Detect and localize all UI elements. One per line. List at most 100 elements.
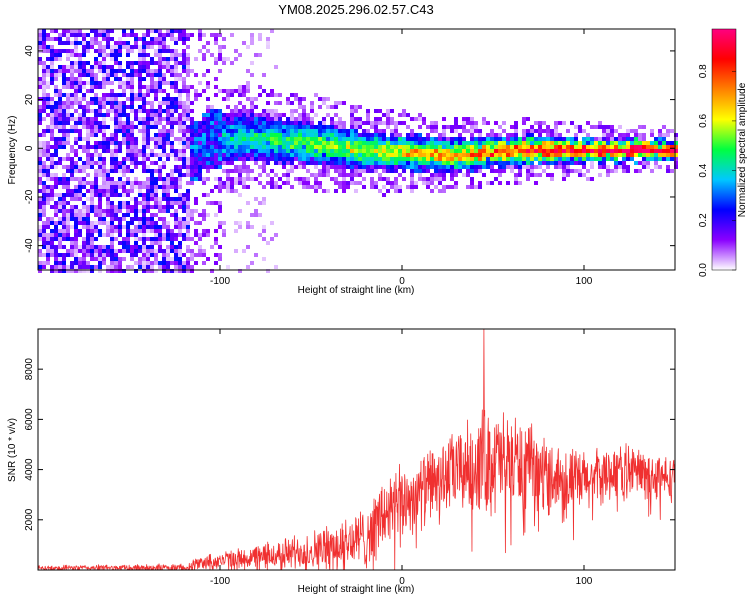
spectrogram-cell xyxy=(134,113,138,117)
spectrogram-cell xyxy=(122,137,126,141)
spectrogram-cell xyxy=(162,161,166,165)
colorbar-label: Normalized spectral amplitude xyxy=(737,82,748,217)
spectrogram-cell xyxy=(214,33,218,37)
spectrogram-cell xyxy=(90,97,94,101)
spectrogram-cell xyxy=(186,169,190,173)
spectrogram-cell xyxy=(126,225,130,229)
spectrogram-cell xyxy=(98,249,102,253)
spectrogram-cell xyxy=(314,189,318,193)
spectrogram-cell xyxy=(610,141,614,145)
spectrogram-cell xyxy=(386,181,390,185)
spectrogram-cell xyxy=(82,253,86,257)
spectrogram-cell xyxy=(158,229,162,233)
spectrogram-cell xyxy=(114,77,118,81)
spectrogram-cell xyxy=(206,85,210,89)
spectrogram-cell xyxy=(218,185,222,189)
spectrogram-cell xyxy=(550,173,554,177)
spectrogram-cell xyxy=(386,117,390,121)
spectrogram-cell xyxy=(186,181,190,185)
spectrogram-cell xyxy=(110,229,114,233)
spectrogram-cell xyxy=(218,257,222,261)
spectrogram-cell xyxy=(270,109,274,113)
spectrogram-cell xyxy=(434,161,438,165)
spectrogram-cell xyxy=(310,125,314,129)
spectrogram-cell xyxy=(230,133,234,137)
spectrogram-cell xyxy=(238,53,242,57)
spectrogram-cell xyxy=(106,229,110,233)
spectrogram-cell xyxy=(178,29,182,33)
spectrogram-cell xyxy=(390,157,394,161)
spectrogram-cell xyxy=(146,33,150,37)
spectrogram-cell xyxy=(386,157,390,161)
spectrogram-cell xyxy=(162,237,166,241)
spectrogram-cell xyxy=(302,165,306,169)
spectrogram-cell xyxy=(150,77,154,81)
spectrogram-cell xyxy=(522,153,526,157)
spectrogram-cell xyxy=(354,137,358,141)
spectrogram-cell xyxy=(242,125,246,129)
spectrogram-cell xyxy=(378,109,382,113)
spectrogram-cell xyxy=(182,113,186,117)
spectrogram-cell xyxy=(310,137,314,141)
spectrogram-cell xyxy=(174,253,178,257)
spectrogram-cell xyxy=(118,117,122,121)
spectrogram-cell xyxy=(570,161,574,165)
spectrogram-cell xyxy=(322,189,326,193)
spectrogram-cell xyxy=(674,161,678,165)
spectrogram-cell xyxy=(190,101,194,105)
spectrogram-cell xyxy=(158,41,162,45)
spectrogram-cell xyxy=(42,101,46,105)
spectrogram-cell xyxy=(110,249,114,253)
spectrogram-cell xyxy=(574,153,578,157)
spectrogram-cell xyxy=(354,157,358,161)
spectrogram-cell xyxy=(90,229,94,233)
spectrogram-cell xyxy=(46,217,50,221)
spectrogram-cell xyxy=(194,137,198,141)
spectrogram-cell xyxy=(546,141,550,145)
spectrogram-cell xyxy=(542,157,546,161)
spectrogram-cell xyxy=(98,157,102,161)
spectrogram-cell xyxy=(90,205,94,209)
spectrogram-cell xyxy=(62,113,66,117)
spectrogram-cell xyxy=(230,125,234,129)
spectrogram-cell xyxy=(74,149,78,153)
spectrogram-cell xyxy=(166,177,170,181)
spectrogram-cell xyxy=(338,137,342,141)
spectrogram-cell xyxy=(146,209,150,213)
spectrogram-cell xyxy=(222,89,226,93)
spectrogram-cell xyxy=(566,149,570,153)
spectrogram-cell xyxy=(418,117,422,121)
spectrogram-cell xyxy=(54,225,58,229)
spectrogram-cell xyxy=(138,245,142,249)
spectrogram-cell xyxy=(98,41,102,45)
spectrogram-cell xyxy=(574,141,578,145)
spectrogram-cell xyxy=(86,89,90,93)
spectrogram-cell xyxy=(538,129,542,133)
spectrogram-cell xyxy=(594,137,598,141)
spectrogram-cell xyxy=(110,269,114,273)
spectrogram-cell xyxy=(150,153,154,157)
spectrogram-cell xyxy=(46,197,50,201)
spectrogram-cell xyxy=(138,229,142,233)
spectrogram-cell xyxy=(186,61,190,65)
spectrogram-cell xyxy=(410,149,414,153)
spectrogram-cell xyxy=(174,137,178,141)
spectrogram-cell xyxy=(86,125,90,129)
spectrogram-cell xyxy=(334,177,338,181)
spectrogram-cell xyxy=(426,125,430,129)
spectrogram-cell xyxy=(598,137,602,141)
spectrogram-cell xyxy=(154,121,158,125)
spectrogram-cell xyxy=(154,197,158,201)
spectrogram-cell xyxy=(414,153,418,157)
spectrogram-cell xyxy=(146,177,150,181)
spectrogram-cell xyxy=(254,53,258,57)
spectrogram-cell xyxy=(578,169,582,173)
spectrogram-cell xyxy=(62,237,66,241)
spectrogram-cell xyxy=(162,181,166,185)
spectrogram-cell xyxy=(102,169,106,173)
spectrogram-cell xyxy=(282,113,286,117)
spectrogram-cell xyxy=(54,73,58,77)
spectrogram-cell xyxy=(298,97,302,101)
spectrogram-cell xyxy=(570,145,574,149)
spectrogram-cell xyxy=(310,161,314,165)
